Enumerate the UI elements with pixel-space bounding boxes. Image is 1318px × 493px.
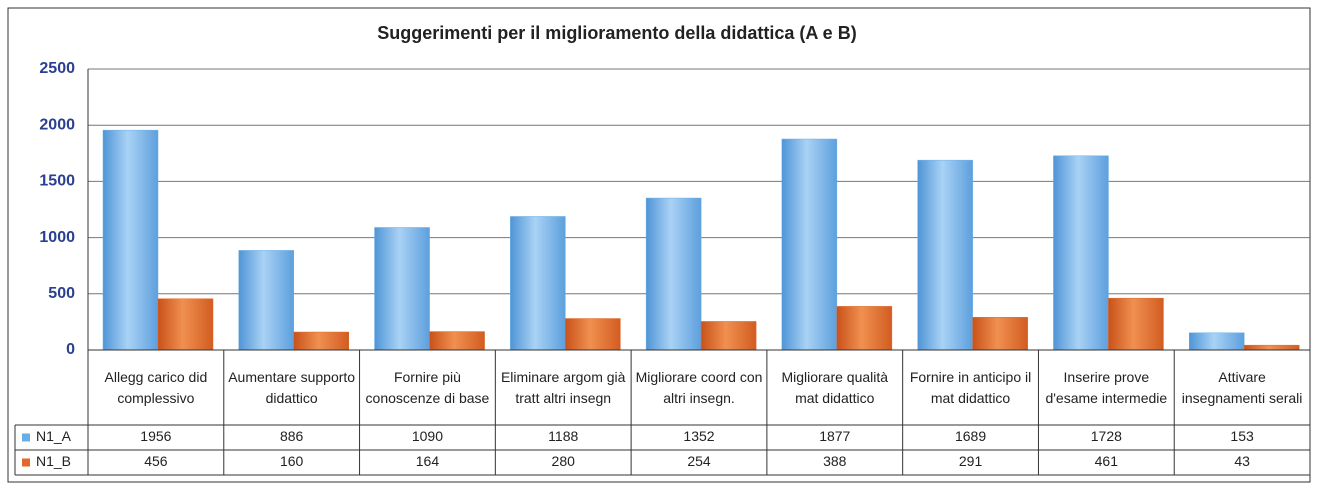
y-tick-label: 2500 [39,60,75,77]
bar [917,159,973,351]
bar [836,306,893,351]
category-cell: Fornire più conoscenze di base [365,368,490,406]
x-tick-label: Aumentare supporto didattico [228,368,356,406]
table-value: 1188 [548,428,578,444]
table-value: 1877 [819,428,850,444]
table-value: 886 [280,428,304,444]
x-tick-label: Inserire prove d'esame intermedie [1045,368,1168,406]
bar [429,331,485,351]
x-tick-label: Migliorare qualità mat didattico [781,368,889,406]
table-value: 461 [1095,453,1119,469]
table-value: 1956 [140,428,171,444]
bar [102,129,159,351]
category-cell: Migliorare coord con altri insegn. [635,368,763,406]
table-value: 254 [687,453,711,469]
bar [1188,332,1245,351]
category-cell: Eliminare argom già tratt altri insegn [500,368,626,406]
table-value: 1689 [955,428,986,444]
category-cell: Aumentare supporto didattico [228,368,356,406]
category-cell: Allegg carico did complessivo [104,368,208,406]
bar [972,317,1028,351]
legend-swatch [22,433,30,442]
category-cell: Inserire prove d'esame intermedie [1045,368,1168,406]
x-tick-label: Fornire in anticipo il mat didattico [909,368,1032,406]
table-value: 164 [416,453,440,469]
y-tick-label: 2000 [39,116,75,133]
table-value: 291 [959,453,983,469]
y-tick-label: 500 [48,285,75,302]
table-value: 1728 [1091,428,1122,444]
legend-swatch [22,458,30,467]
category-cell: Attivare insegnamenti serali [1181,368,1303,406]
bar [1053,155,1109,351]
legend-label: N1_B [36,453,71,469]
bar [781,138,838,351]
bar [157,298,214,351]
category-cell: Fornire in anticipo il mat didattico [909,368,1032,406]
y-tick-label: 1000 [39,229,75,246]
bar [565,318,621,351]
table-value: 43 [1234,453,1250,469]
bar [293,331,350,351]
x-tick-label: Migliorare coord con altri insegn. [635,368,763,406]
bar [510,216,566,351]
table-value: 160 [280,453,304,469]
table-value: 280 [552,453,576,469]
category-cell: Migliorare qualità mat didattico [781,368,889,406]
x-tick-label: Eliminare argom già tratt altri insegn [500,368,626,406]
table-value: 388 [823,453,847,469]
table-value: 1352 [683,428,714,444]
bar [374,227,430,351]
legend-label: N1_A [36,428,72,444]
chart-title: Suggerimenti per il miglioramento della … [377,23,856,43]
table-value: 456 [144,453,168,469]
y-tick-label: 0 [66,341,75,358]
bar [1108,297,1164,351]
bar [700,321,757,351]
table-value: 1090 [412,428,443,444]
x-tick-label: Attivare insegnamenti serali [1181,368,1303,406]
x-tick-label: Allegg carico did complessivo [104,368,208,406]
table-value: 153 [1230,428,1254,444]
y-tick-label: 1500 [39,173,75,190]
bar [645,197,702,351]
bar [238,250,295,351]
x-tick-label: Fornire più conoscenze di base [365,368,490,406]
